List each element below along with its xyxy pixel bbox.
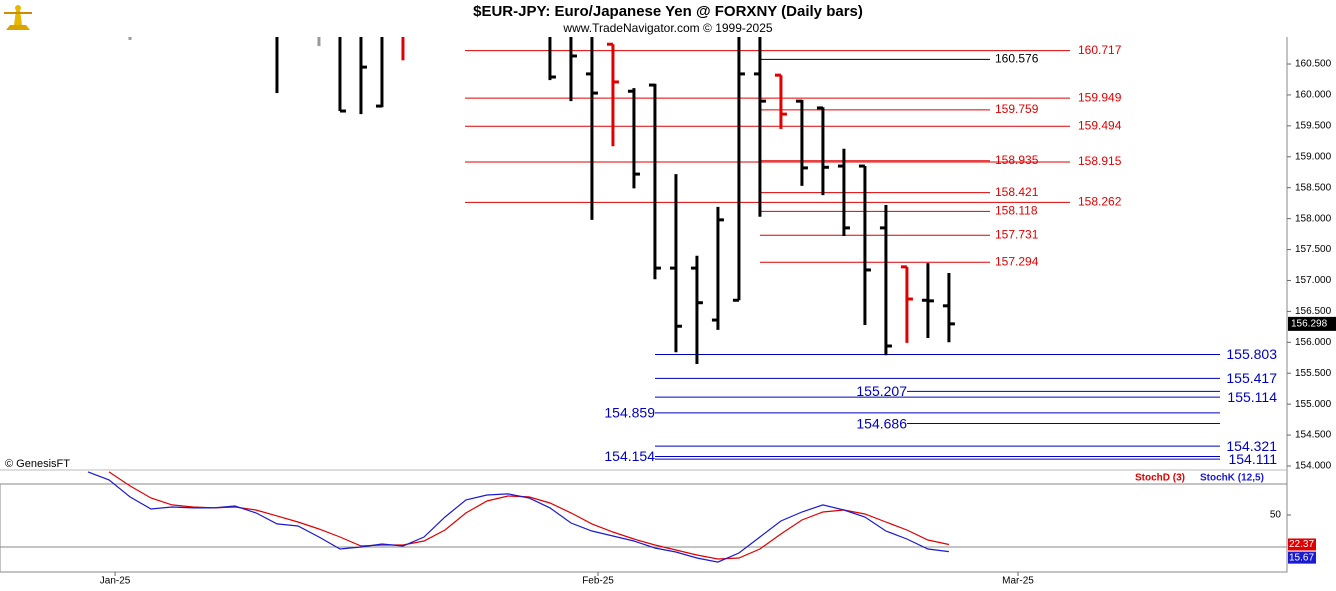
y-tick-label: 154.500 xyxy=(1295,430,1332,441)
level-label: 159.759 xyxy=(995,102,1039,116)
y-tick-label: 50 xyxy=(1270,510,1282,521)
y-tick-label: 159.500 xyxy=(1295,121,1332,132)
y-tick-label: 158.000 xyxy=(1295,213,1332,224)
level-label: 158.262 xyxy=(1078,195,1122,209)
overlay: 154.000 154.500 155.000 155.500 156.000 156.5… xyxy=(0,43,1336,587)
last-value-box xyxy=(1288,538,1316,551)
y-tick-label: 155.000 xyxy=(1295,399,1332,410)
level-label: 154.154 xyxy=(604,448,655,464)
logo xyxy=(4,5,32,30)
stoch-line xyxy=(87,471,949,563)
chart-subtitle: www.TradeNavigator.com © 1999-2025 xyxy=(562,21,772,35)
stoch-line xyxy=(108,471,950,560)
y-tick-label: 155.500 xyxy=(1295,368,1332,379)
y-tick-label: 154.000 xyxy=(1295,461,1332,472)
level-label: 155.207 xyxy=(856,383,907,399)
level-label: 157.294 xyxy=(995,254,1039,268)
legend-entry: StochD (3) xyxy=(1135,473,1185,484)
level-label: 154.111 xyxy=(1228,451,1277,467)
stoch-panel xyxy=(0,483,1288,573)
y-tick-label: 158.500 xyxy=(1295,182,1332,193)
level-label: 157.731 xyxy=(995,227,1039,241)
level-label: 158.421 xyxy=(995,185,1039,199)
y-tick-label: 156.500 xyxy=(1295,306,1332,317)
level-label: 158.915 xyxy=(1078,154,1122,168)
y-tick-label: 156.000 xyxy=(1295,337,1332,348)
price-plot xyxy=(128,37,1220,460)
last-price-box xyxy=(1288,316,1336,331)
credit: © GenesisFT xyxy=(5,458,70,470)
last-value-box xyxy=(1288,551,1316,564)
level-label: 159.949 xyxy=(1078,90,1122,104)
last-price-label: 156.298 xyxy=(1291,319,1328,330)
x-tick-label: Feb-25 xyxy=(582,576,614,587)
level-label: 158.935 xyxy=(995,153,1039,167)
y-tick-label: 160.500 xyxy=(1295,59,1332,70)
level-label: 158.118 xyxy=(995,203,1038,217)
level-label: 160.717 xyxy=(1078,43,1122,57)
y-tick-label: 157.500 xyxy=(1295,244,1332,255)
chart-title: $EUR-JPY: Euro/Japanese Yen @ FORXNY (Da… xyxy=(473,3,863,20)
y-tick-label: 157.000 xyxy=(1295,275,1332,286)
level-label: 154.686 xyxy=(856,415,907,431)
level-label: 155.417 xyxy=(1226,370,1277,386)
level-label: 154.859 xyxy=(604,405,655,421)
legend-entry: StochK (12,5) xyxy=(1200,473,1264,484)
level-label: 160.576 xyxy=(995,51,1039,65)
y-tick-label: 159.000 xyxy=(1295,151,1332,162)
last-value-label: 22.37 xyxy=(1289,539,1314,550)
level-label: 154.321 xyxy=(1226,438,1277,454)
level-label: 155.803 xyxy=(1226,346,1277,362)
x-tick-label: Mar-25 xyxy=(1002,576,1034,587)
y-tick-label: 160.000 xyxy=(1295,90,1332,101)
level-label: 155.114 xyxy=(1227,389,1277,405)
x-tick-label: Jan-25 xyxy=(100,576,131,587)
level-label: 159.494 xyxy=(1078,118,1122,132)
last-value-label: 15.67 xyxy=(1289,552,1314,563)
